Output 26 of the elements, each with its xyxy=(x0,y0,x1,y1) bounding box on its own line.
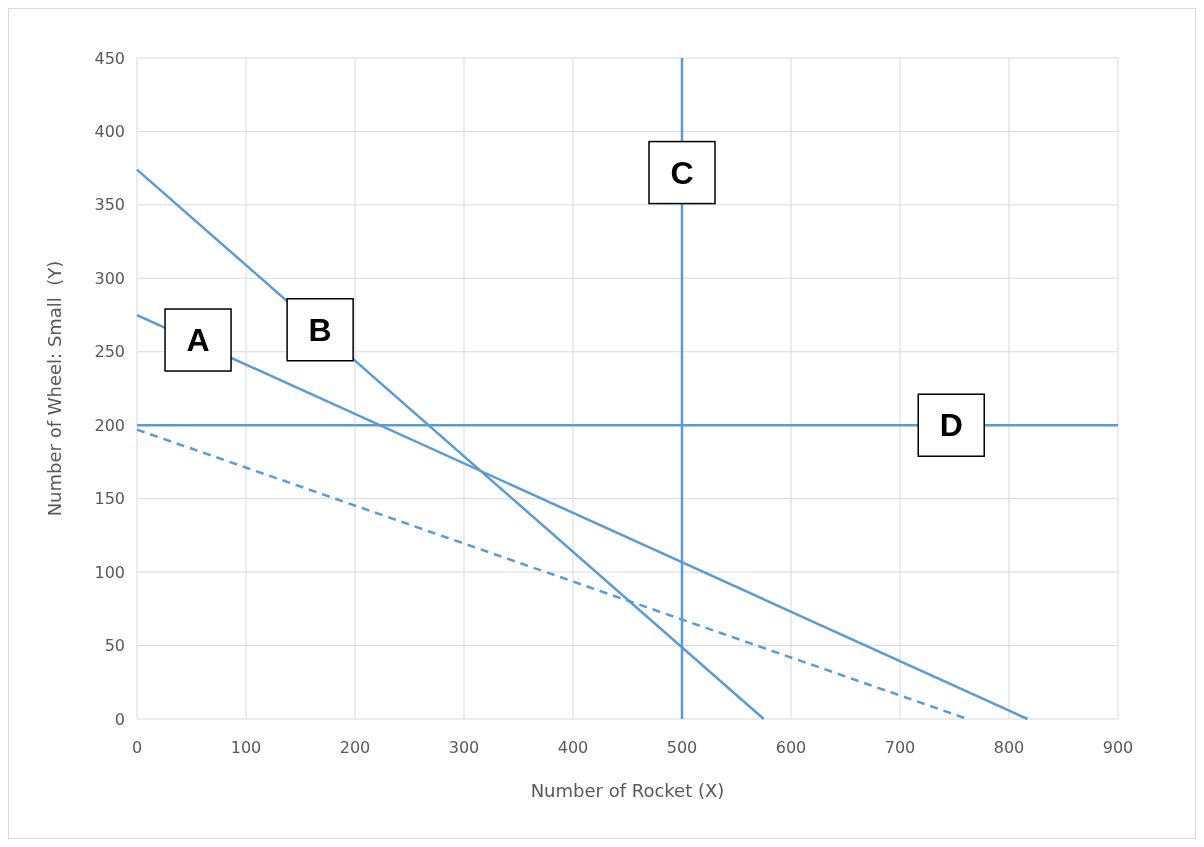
y-tick-label: 50 xyxy=(104,636,125,656)
x-tick-label: 100 xyxy=(230,738,262,757)
x-tick-label: 600 xyxy=(775,738,807,757)
x-tick-label: 200 xyxy=(339,738,371,757)
x-tick-label: 0 xyxy=(131,738,143,757)
y-tick-label: 450 xyxy=(94,48,125,68)
annotation: D xyxy=(939,407,963,444)
y-tick-label: 150 xyxy=(94,489,125,509)
y-tick-label: 250 xyxy=(94,342,125,362)
y-axis-title: Number of Wheel: Small (Y) xyxy=(44,260,65,517)
y-tick-label: 200 xyxy=(94,415,125,435)
x-tick-label: 800 xyxy=(993,738,1025,757)
y-tick-label: 100 xyxy=(94,562,125,582)
x-axis-title: Number of Rocket (X) xyxy=(530,780,725,801)
x-tick-label: 400 xyxy=(557,738,589,757)
y-tick-label: 300 xyxy=(94,268,125,288)
y-tick-label: 400 xyxy=(94,122,125,142)
y-tick-label: 0 xyxy=(114,709,125,729)
x-tick-label: 500 xyxy=(666,738,698,757)
annotation: C xyxy=(670,154,694,191)
x-tick-label: 700 xyxy=(884,738,916,757)
x-tick-label: 300 xyxy=(448,738,480,757)
annotation: A xyxy=(186,322,210,359)
x-tick-label: 900 xyxy=(1102,738,1134,757)
annotation: B xyxy=(308,311,332,348)
y-tick-label: 350 xyxy=(94,195,125,215)
